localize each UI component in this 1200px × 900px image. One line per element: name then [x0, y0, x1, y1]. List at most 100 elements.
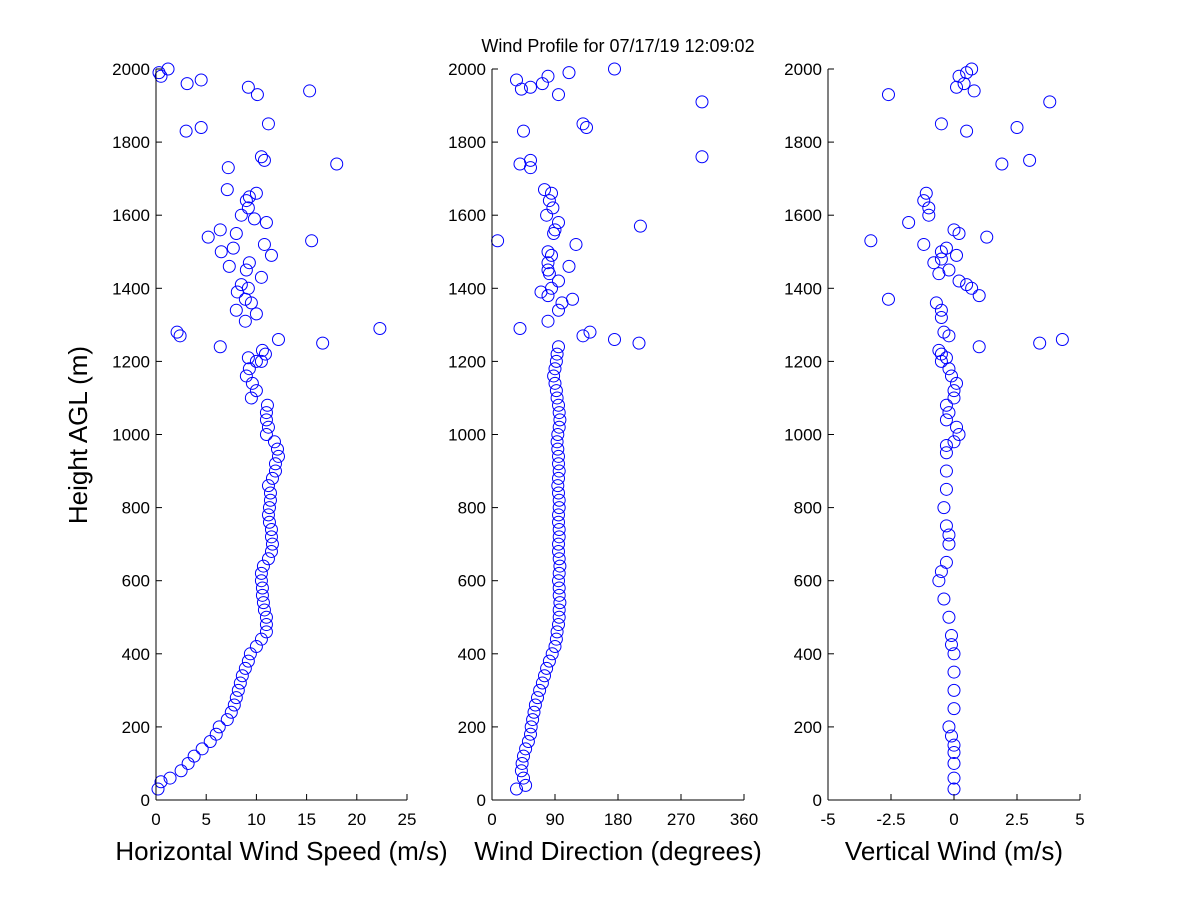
x-tick-label: 360 — [730, 810, 758, 829]
data-point — [263, 493, 277, 507]
subplot-3: 0 200 400 600 800 1000 1200 1400 1600 1800 2000 -5 -… — [784, 60, 1085, 866]
x-tick-label: 10 — [247, 810, 266, 829]
data-point — [972, 289, 986, 303]
data-point — [947, 738, 961, 752]
data-point — [549, 384, 563, 398]
data-point — [552, 464, 566, 478]
data-point — [257, 603, 271, 617]
data-point — [220, 183, 234, 197]
data-point — [902, 216, 916, 230]
subplot-2: 0 200 400 600 800 1000 1200 1400 1600 1800 2000 0 90… — [448, 60, 762, 866]
data-point — [250, 88, 264, 102]
data-point — [259, 413, 273, 427]
data-point — [552, 515, 565, 529]
data-point — [264, 248, 278, 262]
x-tick-label: 2.5 — [1005, 810, 1029, 829]
data-point — [330, 157, 344, 171]
data-point — [547, 226, 561, 240]
data-point — [922, 208, 936, 222]
data-point — [262, 515, 276, 529]
data-point — [238, 661, 252, 675]
data-point — [247, 212, 261, 226]
y-tick-label: 2000 — [784, 60, 822, 79]
y-tick-label: 800 — [122, 499, 150, 518]
data-point — [181, 756, 195, 770]
data-point — [524, 153, 537, 167]
data-point — [221, 161, 235, 175]
data-point — [265, 537, 279, 551]
data-point — [201, 230, 215, 244]
data-point — [552, 588, 566, 602]
y-tick-label: 0 — [477, 791, 486, 810]
y-tick-label: 2000 — [448, 60, 486, 79]
data-point — [241, 654, 255, 668]
data-point — [229, 691, 243, 705]
data-point — [256, 559, 270, 573]
data-point — [864, 234, 878, 248]
data-point — [608, 62, 621, 76]
data-point — [695, 95, 709, 109]
data-point — [261, 420, 275, 434]
data-point — [242, 256, 256, 270]
data-point — [952, 428, 966, 441]
y-tick-label: 200 — [794, 718, 822, 737]
data-point — [942, 537, 956, 551]
data-point — [249, 354, 263, 368]
data-point — [881, 88, 895, 102]
data-point — [514, 764, 528, 778]
data-point — [226, 241, 240, 255]
data-point — [942, 263, 956, 277]
data-point — [934, 252, 948, 266]
data-point — [261, 479, 275, 493]
data-point — [944, 638, 958, 652]
data-point — [540, 208, 554, 222]
y-tick-label: 1000 — [112, 426, 150, 445]
data-point — [519, 778, 533, 792]
data-point — [939, 464, 953, 478]
data-point — [239, 369, 253, 383]
data-point — [268, 464, 282, 478]
data-point — [552, 501, 566, 515]
y-tick-label: 800 — [794, 499, 822, 518]
data-point — [261, 552, 275, 566]
data-point — [220, 713, 234, 727]
y-tick-label: 600 — [458, 572, 486, 591]
data-point — [214, 245, 228, 259]
data-point — [187, 749, 201, 763]
data-point — [952, 226, 966, 240]
data-point — [552, 449, 565, 463]
y-tick-label: 2000 — [112, 60, 150, 79]
data-point — [540, 661, 554, 675]
data-point — [553, 596, 567, 610]
data-point — [531, 691, 544, 705]
data-point — [268, 457, 282, 471]
y-tick-label: 400 — [794, 645, 822, 664]
data-point — [939, 398, 953, 412]
data-point — [917, 237, 931, 251]
data-point — [939, 438, 953, 452]
data-point — [538, 669, 551, 683]
data-point — [264, 544, 278, 558]
data-point — [255, 343, 269, 357]
x-tick-label: 180 — [604, 810, 632, 829]
y-tick-label: 1200 — [448, 352, 486, 371]
data-point — [203, 735, 217, 749]
data-point — [249, 384, 263, 398]
data-point — [552, 457, 565, 471]
data-point — [542, 654, 556, 668]
data-point — [939, 519, 953, 533]
data-point — [545, 186, 558, 200]
y-tick-label: 400 — [122, 645, 150, 664]
data-point — [154, 69, 168, 83]
x-tick-label: 15 — [297, 810, 316, 829]
data-point — [241, 351, 255, 365]
data-point — [960, 124, 974, 138]
data-point — [947, 702, 961, 716]
data-point — [552, 581, 566, 595]
figure-title: Wind Profile for 07/17/19 12:09:02 — [481, 36, 754, 56]
data-point — [194, 73, 208, 87]
data-point — [524, 720, 538, 734]
data-point — [545, 248, 558, 262]
x-tick-label: 0 — [949, 810, 958, 829]
data-point — [695, 150, 709, 164]
